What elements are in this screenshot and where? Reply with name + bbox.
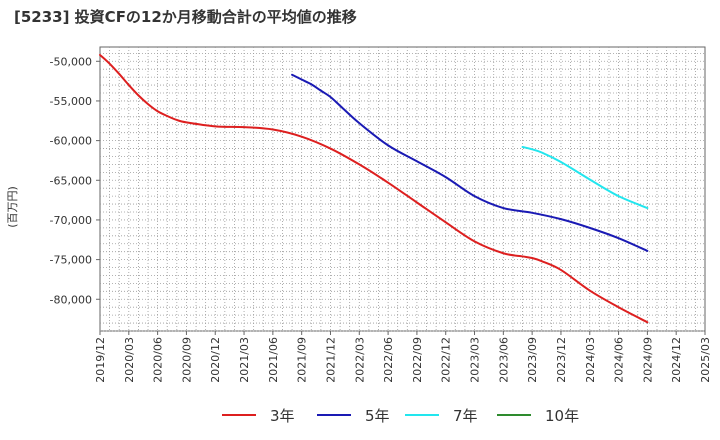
x-tick-label: 2025/03 bbox=[699, 337, 712, 383]
y-tick-label: -80,000 bbox=[50, 293, 92, 306]
y-tick-label: -65,000 bbox=[50, 174, 92, 187]
series-line-7y bbox=[521, 145, 649, 210]
x-tick-label: 2021/06 bbox=[267, 337, 280, 383]
legend-item-5y: 5年 bbox=[317, 403, 390, 427]
y-axis-label: (百万円) bbox=[6, 186, 19, 228]
y-tick-label: -60,000 bbox=[50, 135, 92, 148]
legend-label-10y: 10年 bbox=[545, 406, 580, 425]
series-line-3y bbox=[99, 53, 649, 324]
legend-label-7y: 7年 bbox=[453, 406, 478, 425]
y-tick-label: -50,000 bbox=[50, 55, 92, 68]
x-tick-label: 2024/12 bbox=[670, 337, 683, 383]
y-tick-label: -55,000 bbox=[50, 95, 92, 108]
x-tick-label: 2019/12 bbox=[94, 337, 107, 383]
x-tick-label: 2022/06 bbox=[382, 337, 395, 383]
legend-swatch-3y bbox=[222, 414, 256, 416]
legend-item-10y: 10年 bbox=[497, 403, 579, 427]
legend-swatch-5y bbox=[317, 414, 351, 416]
chart-title: [5233] 投資CFの12か月移動合計の平均値の推移 bbox=[14, 8, 357, 26]
x-tick-label: 2024/03 bbox=[584, 337, 597, 383]
legend-item-3y: 3年 bbox=[222, 403, 295, 427]
x-tick-label: 2021/12 bbox=[324, 337, 337, 383]
y-tick-label: -70,000 bbox=[50, 214, 92, 227]
legend-label-5y: 5年 bbox=[365, 406, 390, 425]
x-tick-label: 2021/09 bbox=[296, 337, 309, 383]
x-tick-label: 2022/12 bbox=[440, 337, 453, 383]
legend-item-7y: 7年 bbox=[405, 403, 478, 427]
legend-swatch-10y bbox=[497, 414, 531, 416]
x-tick-label: 2020/06 bbox=[152, 337, 165, 383]
x-tick-label: 2024/09 bbox=[641, 337, 654, 383]
x-tick-label: 2023/09 bbox=[526, 337, 539, 383]
x-tick-label: 2022/03 bbox=[353, 337, 366, 383]
x-tick-label: 2023/12 bbox=[555, 337, 568, 383]
x-tick-label: 2022/09 bbox=[411, 337, 424, 383]
x-tick-label: 2020/03 bbox=[123, 337, 136, 383]
chart-legend: 3年 5年 7年 10年 bbox=[0, 403, 720, 427]
legend-swatch-7y bbox=[405, 414, 439, 416]
x-tick-label: 2023/06 bbox=[497, 337, 510, 383]
x-tick-label: 2021/03 bbox=[238, 337, 251, 383]
x-tick-label: 2020/12 bbox=[209, 337, 222, 383]
x-tick-label: 2020/09 bbox=[180, 337, 193, 383]
y-tick-label: -75,000 bbox=[50, 254, 92, 267]
legend-label-3y: 3年 bbox=[270, 406, 295, 425]
x-tick-label: 2024/06 bbox=[613, 337, 626, 383]
plot-area bbox=[99, 46, 706, 332]
x-tick-label: 2023/03 bbox=[469, 337, 482, 383]
series-line-5y bbox=[291, 73, 649, 252]
